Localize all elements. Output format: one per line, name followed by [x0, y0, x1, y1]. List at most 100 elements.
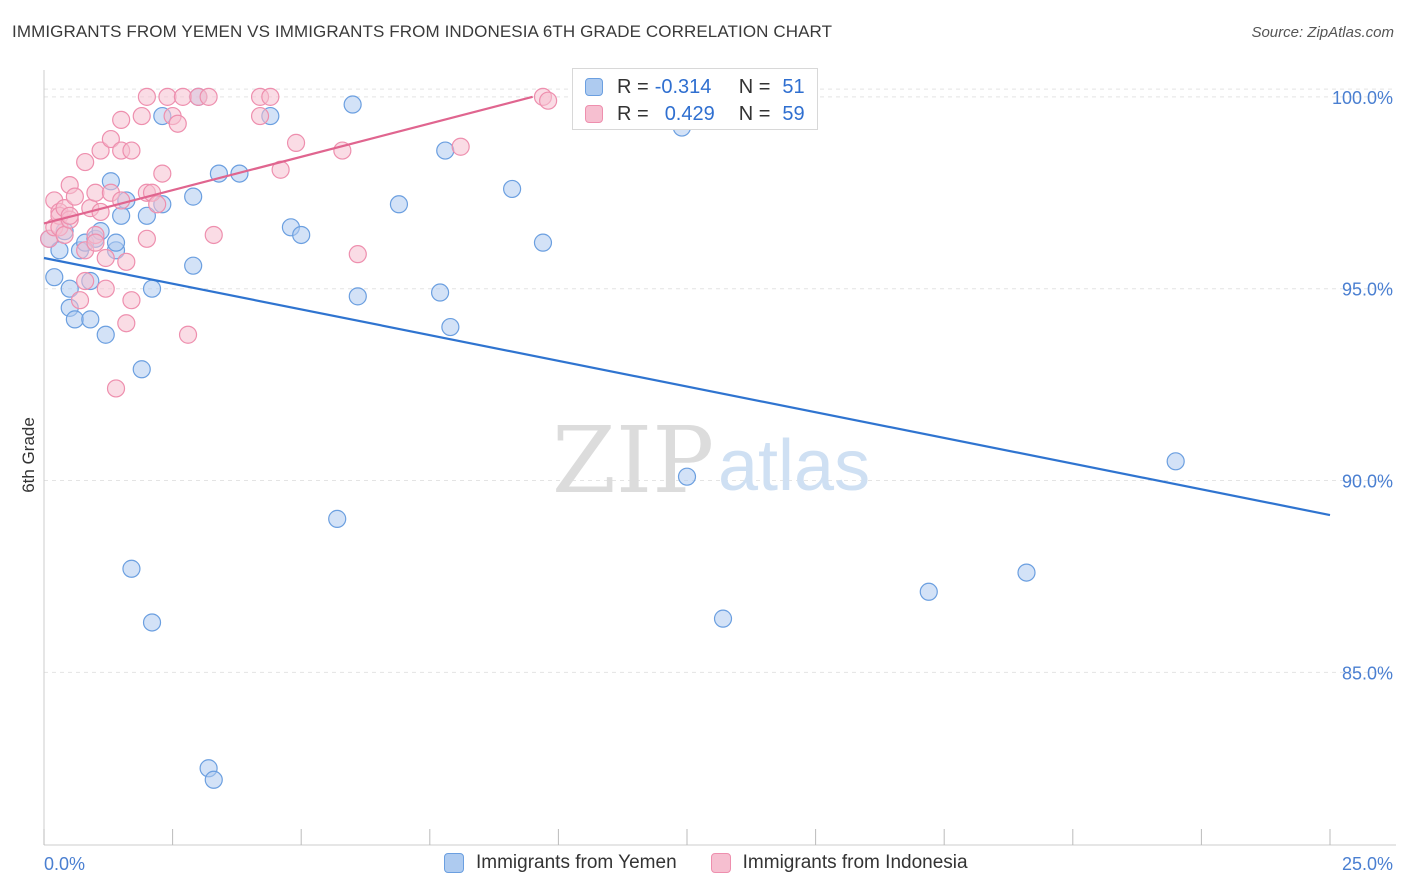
indonesia-point: [178, 325, 198, 344]
indonesia-point: [173, 87, 192, 106]
indonesia-point: [112, 110, 131, 129]
indonesia-point: [286, 133, 306, 152]
stats-legend: R = -0.314 N = 51 R = 0.429 N = 59: [572, 68, 818, 130]
y-axis-label: 6th Grade: [19, 417, 38, 493]
r-value: 0.429: [664, 102, 715, 125]
indonesia-point: [137, 87, 156, 106]
n-value: 59: [782, 102, 805, 125]
yemen-point: [533, 233, 553, 252]
indonesia-point: [76, 152, 95, 172]
indonesia-point: [261, 87, 280, 106]
yemen-point: [713, 609, 733, 628]
tick-labels: 85.0% 90.0% 95.0% 100.0% 0.0% 25.0%: [44, 88, 1393, 874]
legend-indonesia-label: Immigrants from Indonesia: [742, 852, 968, 873]
yemen-point: [122, 559, 141, 578]
indonesia-point: [70, 291, 90, 310]
yemen-point: [677, 467, 697, 486]
legend-yemen-swatch: [444, 853, 464, 873]
r-label: R =: [617, 102, 649, 125]
indonesia-point: [153, 164, 172, 183]
indonesia-point: [117, 314, 136, 333]
axes: [43, 70, 1396, 846]
legend-row-indonesia: R = 0.429 N = 59: [585, 102, 805, 126]
yemen-point: [1166, 452, 1185, 471]
yemen-point: [292, 225, 311, 245]
indonesia-point: [122, 291, 141, 310]
indonesia-point: [96, 279, 115, 298]
indonesia-point: [204, 225, 223, 245]
yemen-point: [96, 325, 115, 344]
indonesia-point: [250, 106, 270, 126]
x-tick-label: 0.0%: [44, 854, 85, 874]
yemen-point: [132, 360, 151, 379]
indonesia-point: [55, 225, 74, 245]
indonesia-point: [112, 191, 131, 210]
indonesia-point: [148, 195, 167, 214]
indonesia-point: [101, 129, 120, 149]
indonesia-point: [199, 87, 218, 106]
yemen-point: [348, 287, 367, 306]
y-tick-label: 95.0%: [1342, 280, 1393, 300]
yemen-point: [343, 95, 362, 114]
legend-indonesia-swatch: [710, 853, 731, 873]
yemen-point: [184, 256, 203, 275]
x-tick-label: 25.0%: [1342, 854, 1393, 874]
yemen-point: [389, 195, 409, 214]
yemen-point: [1017, 563, 1036, 582]
indonesia-point: [132, 106, 151, 126]
yemen-point: [142, 613, 162, 632]
indonesia-point: [158, 87, 177, 106]
yemen-swatch: [585, 78, 603, 96]
r-label: R =: [617, 75, 649, 98]
indonesia-point: [539, 91, 558, 110]
trend-lines: [43, 95, 1331, 517]
yemen-point: [184, 187, 203, 206]
indonesia-point: [348, 245, 367, 264]
yemen-point: [328, 509, 347, 528]
indonesia-point: [86, 233, 105, 252]
indonesia-point: [91, 202, 110, 222]
yemen-point: [60, 279, 79, 298]
legend-row-yemen: R = -0.314 N = 51: [585, 75, 805, 99]
indonesia-point: [168, 114, 187, 133]
yemen-point: [142, 279, 162, 298]
watermark-atlas: atlas: [718, 426, 870, 506]
r-value: -0.314: [654, 75, 712, 98]
series-legend: Immigrants from Yemen Immigrants from In…: [444, 852, 968, 874]
indonesia-point: [76, 271, 95, 291]
chart-title: IMMIGRANTS FROM YEMEN VS IMMIGRANTS FROM…: [12, 22, 833, 41]
indonesia-point: [65, 187, 84, 206]
yemen-point: [919, 582, 938, 601]
yemen-point: [503, 179, 522, 199]
yemen-point: [137, 206, 156, 225]
indonesia-point: [106, 379, 126, 398]
y-tick-label: 90.0%: [1342, 472, 1393, 492]
indonesia-point: [86, 183, 105, 202]
indonesia-point: [91, 141, 110, 160]
yemen-point: [45, 268, 64, 287]
yemen-point: [430, 283, 450, 302]
legend-yemen-label: Immigrants from Yemen: [476, 852, 677, 873]
y-tick-label: 100.0%: [1332, 88, 1393, 108]
yemen-point: [436, 141, 455, 160]
yemen-trend-line: [43, 256, 1331, 517]
yemen-point: [81, 310, 100, 329]
yemen-point: [204, 770, 223, 789]
yemen-point: [106, 233, 126, 252]
indonesia-point: [122, 141, 141, 160]
indonesia-point: [137, 229, 156, 248]
n-label: N =: [738, 75, 771, 98]
yemen-point: [441, 317, 460, 337]
source-label: Source: ZipAtlas.com: [1251, 24, 1394, 41]
n-value: 51: [782, 75, 805, 98]
yemen-point: [65, 310, 84, 329]
indonesia-point: [451, 137, 470, 156]
indonesia-point: [96, 248, 115, 268]
indonesia-swatch: [585, 105, 603, 123]
watermark-zip: ZIP: [552, 407, 714, 514]
yemen-point: [112, 206, 131, 225]
n-label: N =: [738, 102, 771, 125]
indonesia-trend-line: [43, 95, 533, 225]
indonesia-point: [117, 252, 136, 271]
